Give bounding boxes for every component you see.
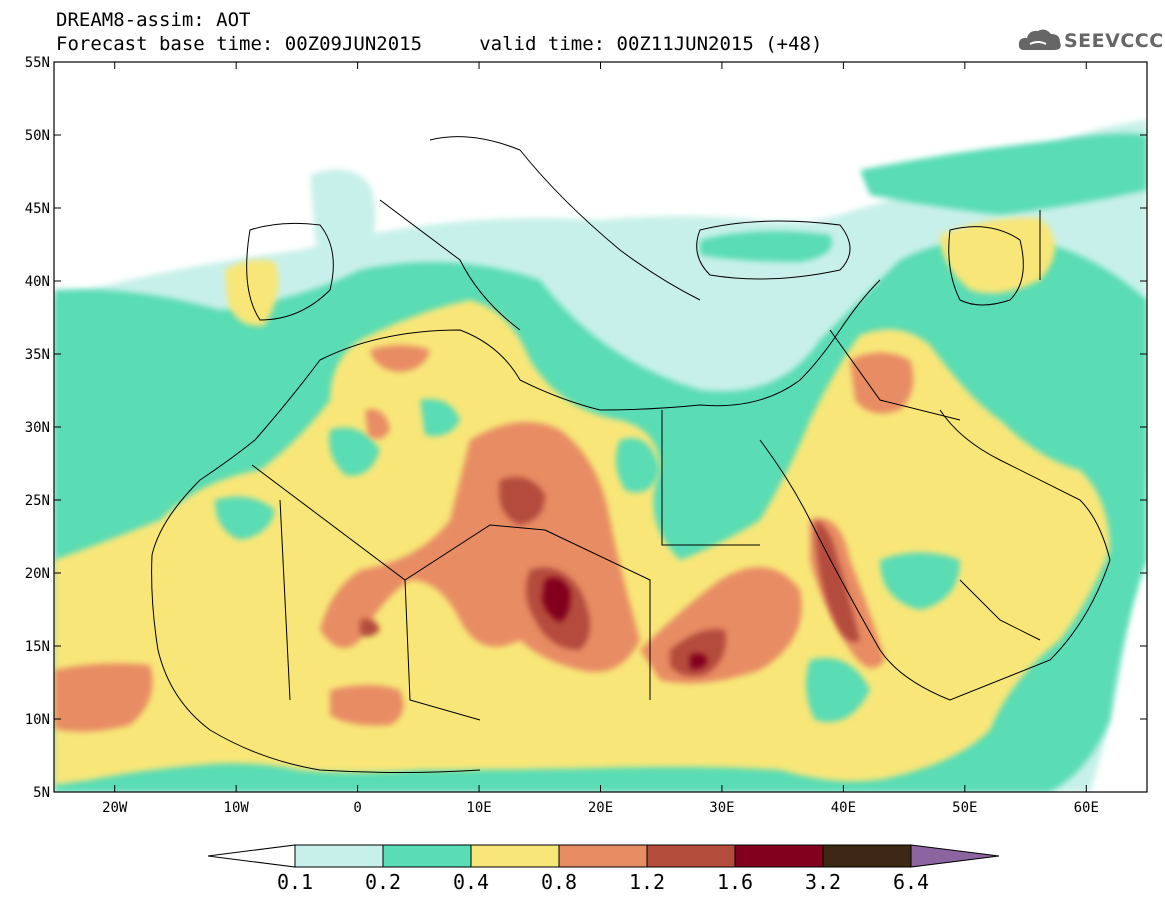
lon-tick-label: 10W bbox=[224, 800, 250, 816]
latitude-ticks: 55N 50N 45N 40N 35N 30N 25N 20N 15N 10N 5N bbox=[25, 55, 1147, 801]
lon-tick-label: 20W bbox=[102, 800, 128, 816]
colorbar-label: 1.6 bbox=[717, 870, 753, 894]
lat-tick-label: 10N bbox=[25, 712, 50, 728]
lon-tick-label: 30E bbox=[709, 800, 734, 816]
lon-tick-label: 60E bbox=[1074, 800, 1099, 816]
lon-tick-label: 40E bbox=[831, 800, 856, 816]
colorbar-label: 1.2 bbox=[629, 870, 665, 894]
lat-tick-label: 25N bbox=[25, 493, 50, 509]
lon-tick-label: 20E bbox=[588, 800, 613, 816]
longitude-ticks: 20W 10W 0 10E 20E 30E 40E 50E 60E bbox=[102, 62, 1099, 816]
colorbar-swatch bbox=[294, 844, 384, 868]
colorbar-under-arrow bbox=[207, 844, 296, 868]
coastlines bbox=[151, 136, 1111, 773]
aot-field bbox=[54, 62, 1147, 792]
lat-tick-label: 55N bbox=[25, 55, 50, 71]
colorbar-label: 0.2 bbox=[365, 870, 401, 894]
lat-tick-label: 40N bbox=[25, 274, 50, 290]
colorbar-swatch bbox=[822, 844, 912, 868]
lat-tick-label: 20N bbox=[25, 566, 50, 582]
logo-text: SEEVCCC bbox=[1064, 30, 1164, 52]
colorbar-swatch bbox=[646, 844, 736, 868]
colorbar-label: 0.8 bbox=[541, 870, 577, 894]
lat-tick-label: 5N bbox=[33, 785, 50, 801]
colorbar-label: 6.4 bbox=[893, 870, 929, 894]
colorbar-label: 3.2 bbox=[805, 870, 841, 894]
chart-title: DREAM8-assim: AOT bbox=[56, 9, 251, 31]
colorbar-label: 0.4 bbox=[453, 870, 489, 894]
lat-tick-label: 30N bbox=[25, 420, 50, 436]
lat-tick-label: 15N bbox=[25, 639, 50, 655]
colorbar-swatch bbox=[558, 844, 648, 868]
colorbar: 0.1 0.2 0.4 0.8 1.2 1.6 3.2 6.4 bbox=[207, 844, 1000, 894]
lat-tick-label: 50N bbox=[25, 128, 50, 144]
lon-tick-label: 0 bbox=[353, 800, 361, 816]
colorbar-swatch bbox=[734, 844, 824, 868]
forecast-time-subtitle: Forecast base time: 00Z09JUN2015 valid t… bbox=[56, 33, 823, 55]
lon-tick-label: 50E bbox=[952, 800, 977, 816]
colorbar-swatch bbox=[382, 844, 472, 868]
lat-tick-label: 35N bbox=[25, 347, 50, 363]
colorbar-swatch bbox=[470, 844, 560, 868]
lat-tick-label: 45N bbox=[25, 201, 50, 217]
colorbar-over-arrow bbox=[910, 844, 1000, 868]
colorbar-label: 0.1 bbox=[277, 870, 313, 894]
lon-tick-label: 10E bbox=[466, 800, 491, 816]
cloud-icon bbox=[1018, 29, 1061, 50]
